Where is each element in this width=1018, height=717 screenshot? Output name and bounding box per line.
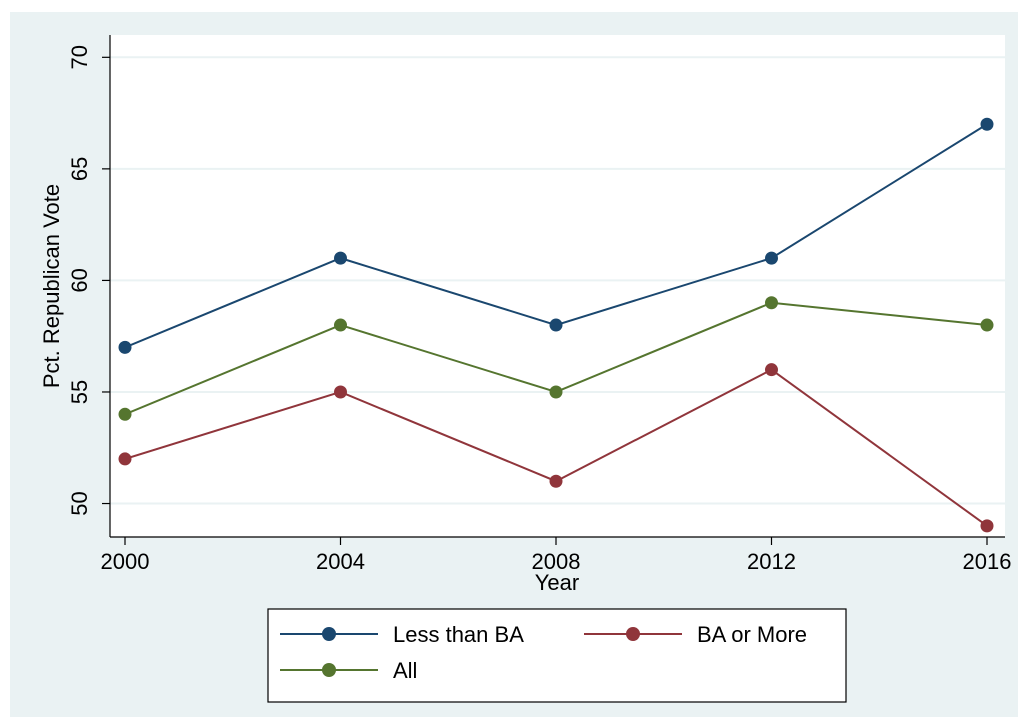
y-tick-label: 55 <box>67 380 92 404</box>
y-tick-label: 70 <box>67 45 92 69</box>
x-axis-label: Year <box>535 570 579 595</box>
x-tick-label: 2000 <box>101 549 150 574</box>
y-tick-label: 50 <box>67 491 92 515</box>
legend-item-less-than-ba: Less than BA <box>280 622 524 647</box>
legend-label-ba-or-more: BA or More <box>697 622 807 647</box>
y-tick-label: 65 <box>67 157 92 181</box>
data-point-all-2016 <box>980 318 994 332</box>
top-strip <box>0 0 1018 12</box>
data-point-all-2000 <box>118 407 132 421</box>
plot-area <box>110 35 1005 537</box>
data-point-all-2012 <box>765 296 778 310</box>
x-tick-label: 2012 <box>747 549 796 574</box>
legend-marker-ba-or-more <box>626 627 640 641</box>
data-point-all-2008 <box>549 385 563 399</box>
legend-label-less-than-ba: Less than BA <box>393 622 524 647</box>
data-point-less-than-ba-2004 <box>334 251 347 265</box>
legend-item-ba-or-more: BA or More <box>584 622 807 647</box>
x-tick-label: 2008 <box>532 549 581 574</box>
data-point-ba-or-more-2000 <box>118 452 132 466</box>
legend-marker-all <box>322 663 336 677</box>
data-point-ba-or-more-2004 <box>334 385 347 399</box>
data-point-ba-or-more-2008 <box>549 474 563 488</box>
legend-box <box>267 608 847 703</box>
legend-label-all: All <box>393 658 417 683</box>
data-point-less-than-ba-2008 <box>549 318 563 332</box>
data-point-less-than-ba-2012 <box>765 251 778 265</box>
x-tick-label: 2016 <box>963 549 1012 574</box>
data-point-ba-or-more-2016 <box>980 519 994 533</box>
legend: Less than BA BA or More All <box>267 608 847 703</box>
data-point-less-than-ba-2016 <box>980 117 994 131</box>
y-axis-label: Pct. Republican Vote <box>39 184 64 388</box>
legend-item-all: All <box>280 658 417 683</box>
x-tick-label: 2004 <box>316 549 365 574</box>
y-ticks: 50 55 60 65 70 <box>67 45 110 516</box>
y-tick-label: 60 <box>67 268 92 292</box>
data-point-all-2004 <box>334 318 347 332</box>
legend-marker-less-than-ba <box>322 627 336 641</box>
series-group <box>118 117 994 533</box>
data-point-ba-or-more-2012 <box>765 363 778 377</box>
data-point-less-than-ba-2000 <box>118 340 132 354</box>
x-ticks: 2000 2004 2008 2012 2016 <box>101 537 1012 574</box>
